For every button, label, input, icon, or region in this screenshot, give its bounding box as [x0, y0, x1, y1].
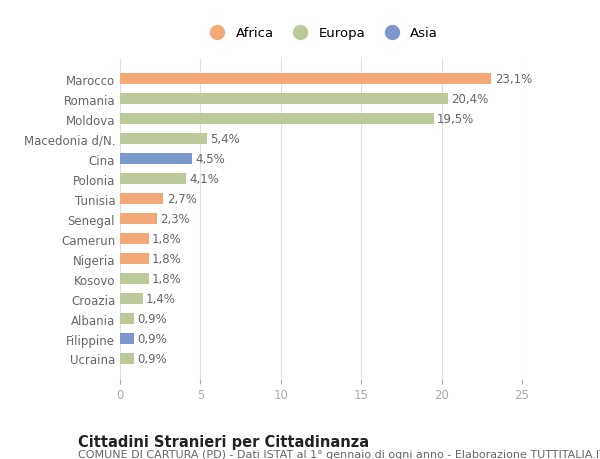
Bar [120, 174, 186, 185]
Bar [120, 134, 207, 145]
Text: 1,8%: 1,8% [152, 233, 182, 246]
Text: Cittadini Stranieri per Cittadinanza: Cittadini Stranieri per Cittadinanza [78, 434, 369, 449]
Bar [120, 74, 491, 85]
Text: 0,9%: 0,9% [137, 312, 167, 325]
Legend: Africa, Europa, Asia: Africa, Europa, Asia [201, 25, 441, 43]
Text: 0,9%: 0,9% [137, 332, 167, 345]
Text: 2,7%: 2,7% [167, 193, 197, 206]
Text: 19,5%: 19,5% [437, 113, 474, 126]
Text: 5,4%: 5,4% [210, 133, 240, 146]
Bar [120, 94, 448, 105]
Text: 23,1%: 23,1% [494, 73, 532, 86]
Text: 0,9%: 0,9% [137, 352, 167, 365]
Bar [120, 313, 134, 325]
Bar [120, 234, 149, 245]
Bar [120, 214, 157, 224]
Bar [120, 333, 134, 344]
Bar [120, 353, 134, 364]
Text: 4,1%: 4,1% [189, 173, 219, 186]
Bar [120, 194, 163, 205]
Text: 4,5%: 4,5% [196, 153, 226, 166]
Bar [120, 274, 149, 285]
Bar [120, 253, 149, 264]
Text: 20,4%: 20,4% [451, 93, 488, 106]
Text: 1,8%: 1,8% [152, 252, 182, 265]
Bar [120, 154, 193, 165]
Text: 2,3%: 2,3% [160, 213, 190, 226]
Bar [120, 293, 143, 304]
Bar [120, 114, 434, 125]
Text: COMUNE DI CARTURA (PD) - Dati ISTAT al 1° gennaio di ogni anno - Elaborazione TU: COMUNE DI CARTURA (PD) - Dati ISTAT al 1… [78, 449, 600, 459]
Text: 1,4%: 1,4% [146, 292, 176, 305]
Text: 1,8%: 1,8% [152, 273, 182, 285]
